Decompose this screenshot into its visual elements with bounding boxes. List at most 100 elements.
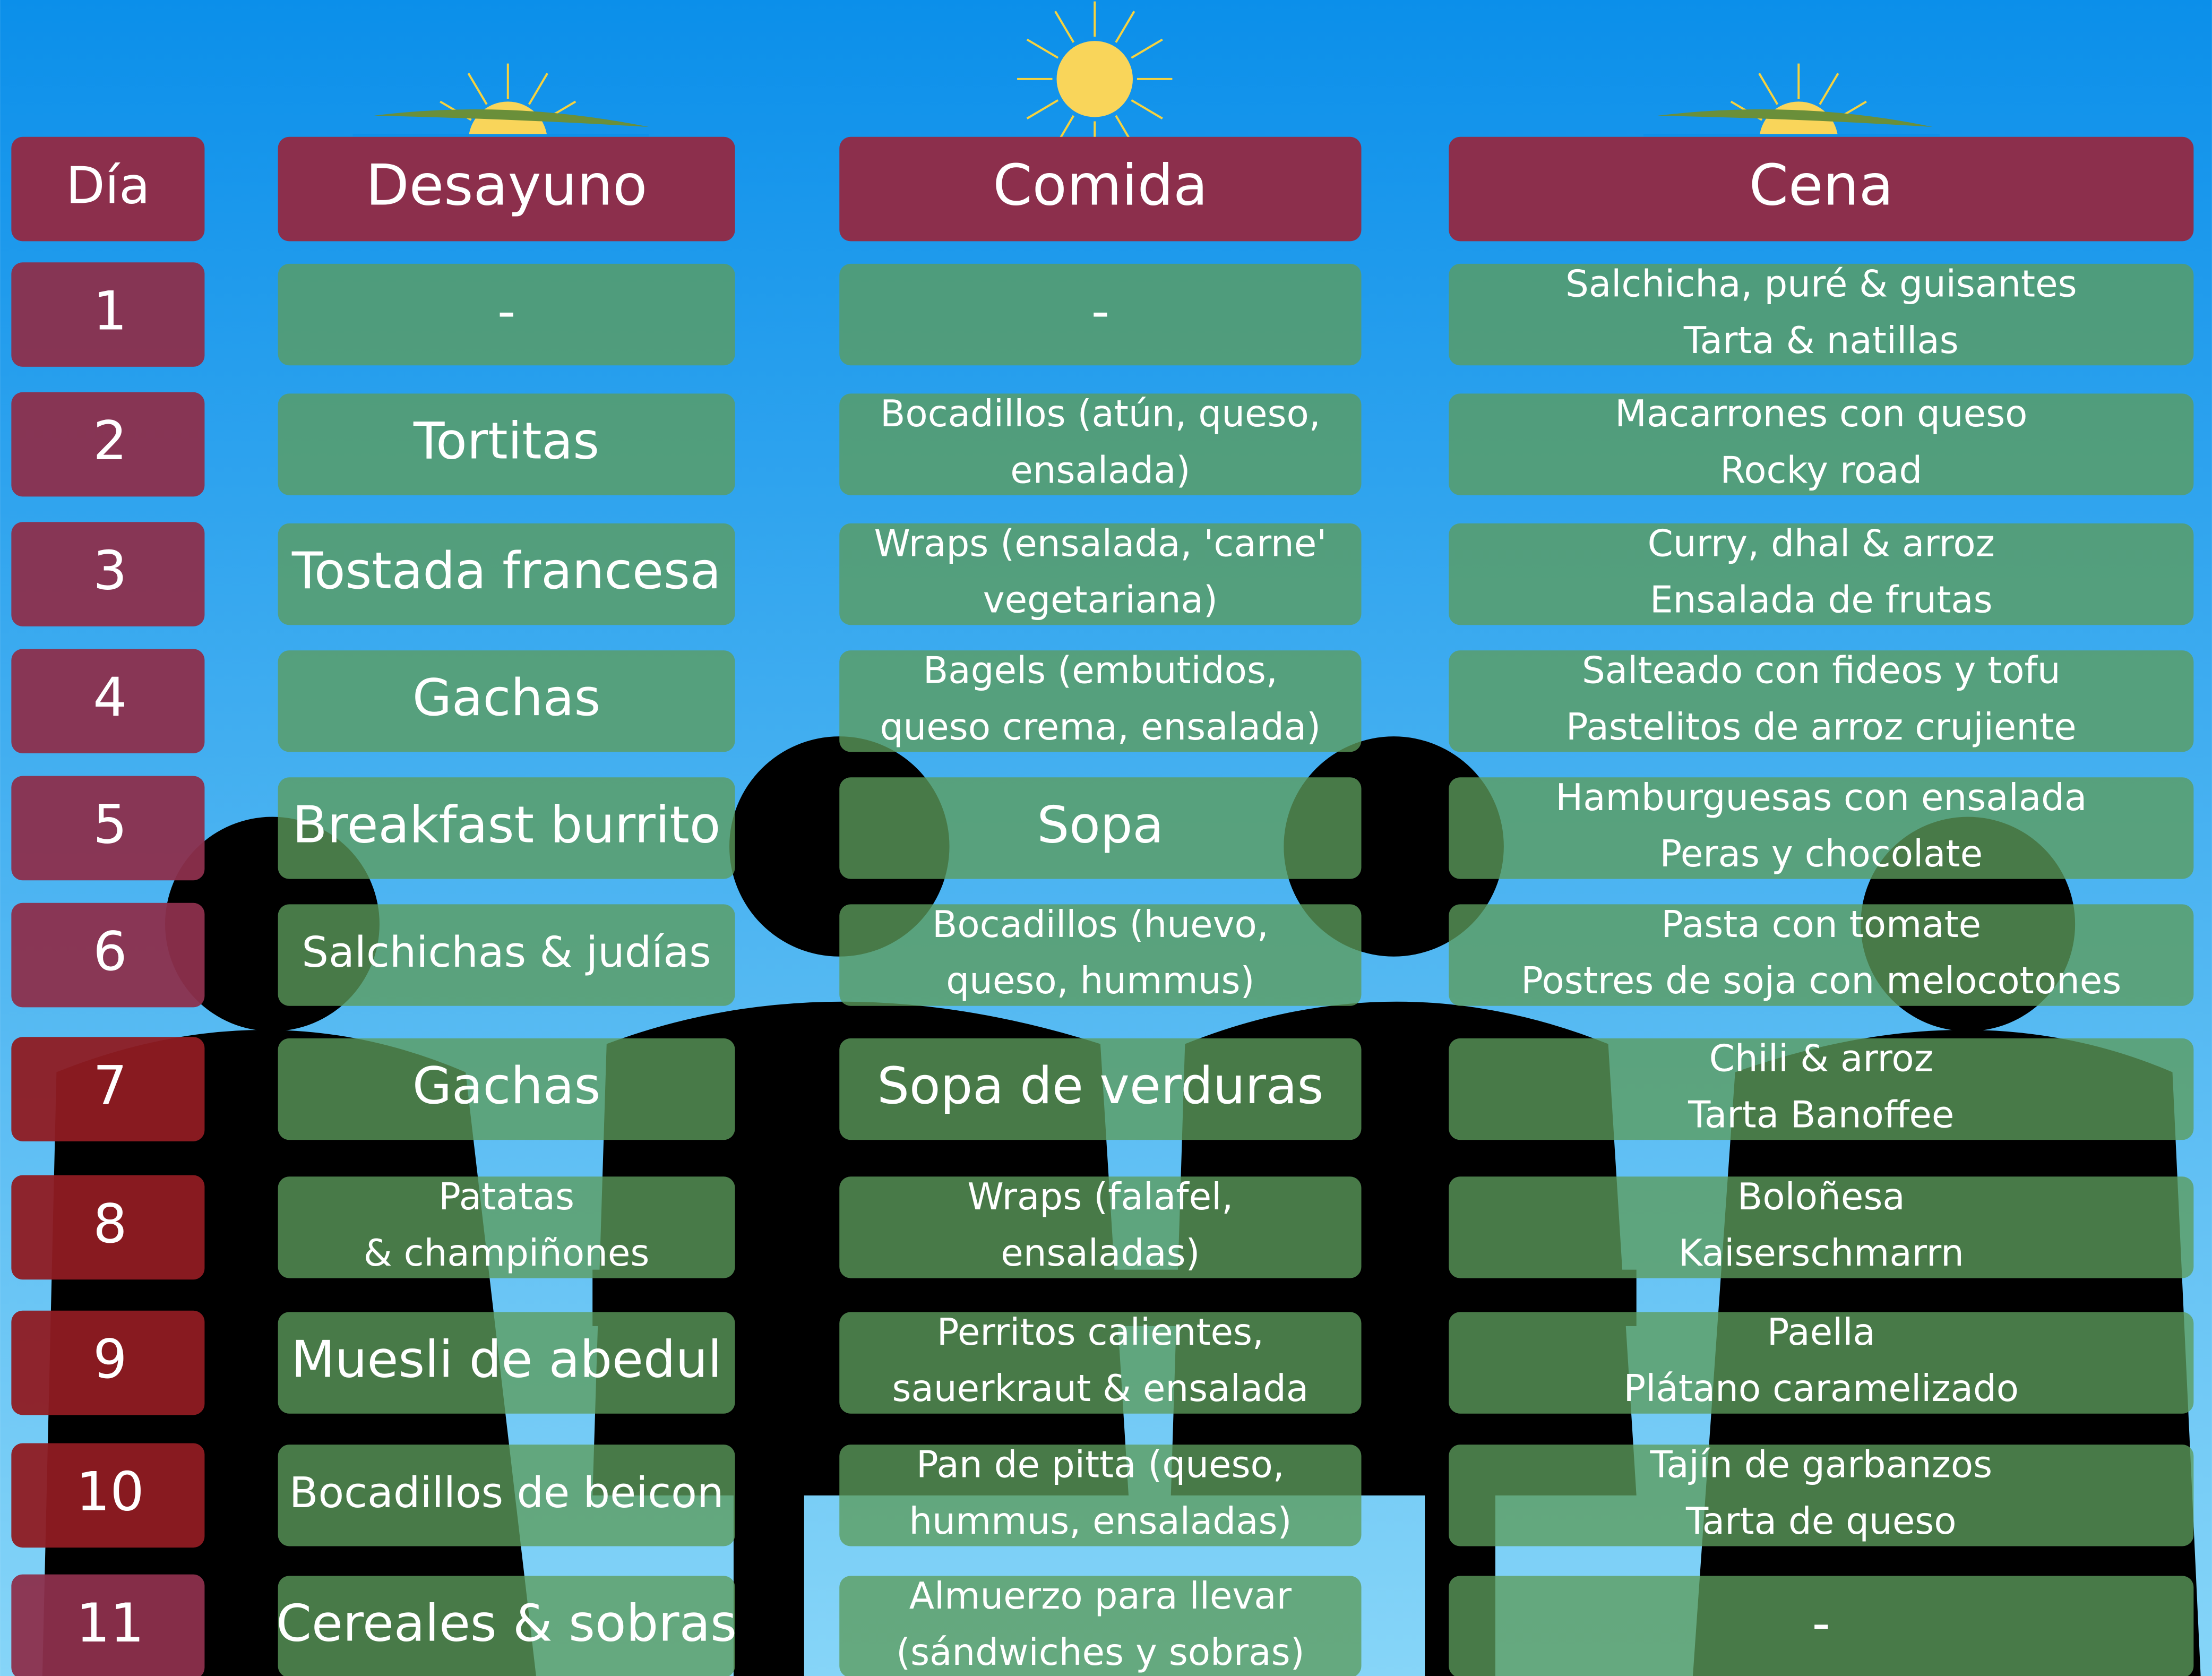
day-number: 7 <box>93 1054 127 1116</box>
day-cell <box>11 776 205 881</box>
meal-cell <box>839 263 1362 366</box>
meal-text: Bocadillos (huevo, <box>932 904 1269 946</box>
meal-text: & champiñones <box>364 1232 650 1275</box>
meal-cell <box>1449 1312 2194 1414</box>
meal-cell <box>1449 263 2194 366</box>
meal-text: Pastelitos de arroz crujiente <box>1566 706 2077 749</box>
meal-text: Almuerzo para llevar <box>909 1575 1292 1618</box>
meal-cell <box>278 1312 735 1414</box>
meal-text: Wraps (falafel, <box>967 1176 1233 1218</box>
meal-cell <box>1449 777 2194 879</box>
meal-cell <box>278 1038 735 1140</box>
meal-cell <box>839 393 1362 495</box>
meal-cell <box>278 393 735 495</box>
day-number: 11 <box>76 1592 144 1654</box>
meal-text: Paella <box>1767 1311 1875 1354</box>
day-cell <box>11 1443 205 1548</box>
meal-cell <box>839 1038 1362 1140</box>
meal-text: Wraps (ensalada, 'carne' <box>874 522 1327 565</box>
meal-text: Breakfast burrito <box>292 795 721 854</box>
meal-text: queso, hummus) <box>946 960 1254 1002</box>
meal-text: Plátano caramelizado <box>1624 1368 2019 1410</box>
day-number: 5 <box>93 793 127 856</box>
meal-cell <box>1449 393 2194 495</box>
meal-text: Kaiserschmarrn <box>1679 1232 1964 1275</box>
meal-cell <box>839 1312 1362 1414</box>
meal-text: ensalada) <box>1010 449 1190 492</box>
meal-text: (sándwiches y sobras) <box>896 1631 1304 1674</box>
day-number: 1 <box>93 279 127 342</box>
meal-text: Curry, dhal & arroz <box>1648 522 1995 565</box>
meal-text: sauerkraut & ensalada <box>892 1368 1309 1410</box>
meal-text: - <box>1812 1593 1831 1653</box>
day-number: 4 <box>93 666 127 729</box>
meal-text: Bocadillos (atún, queso, <box>880 393 1321 435</box>
meal-text: ensaladas) <box>1001 1232 1200 1275</box>
meal-cell <box>278 523 735 625</box>
header-cell <box>278 136 735 242</box>
meal-text: Tarta de queso <box>1685 1500 1957 1543</box>
meal-text: Pan de pitta (queso, <box>916 1444 1285 1486</box>
meal-cell <box>839 777 1362 879</box>
meal-text: queso crema, ensalada) <box>880 706 1321 749</box>
day-number: 3 <box>93 539 127 601</box>
meal-cell <box>1449 1176 2194 1278</box>
meal-cell <box>278 904 735 1006</box>
meal-text: Perritos calientes, <box>937 1311 1264 1354</box>
header-label: Cena <box>1749 152 1893 218</box>
meal-text: Bagels (embutidos, <box>923 650 1278 692</box>
meal-text: Tajín de garbanzos <box>1650 1444 1993 1486</box>
day-number: 6 <box>93 920 127 983</box>
meal-text: Salchicha, puré & guisantes <box>1565 263 2077 305</box>
meal-cell <box>278 263 735 366</box>
meal-text: Tarta Banoffee <box>1688 1094 1954 1137</box>
meal-text: Muesli de abedul <box>291 1329 721 1389</box>
meal-cell <box>839 1445 1362 1546</box>
meal-text: Ensalada de frutas <box>1650 579 1993 622</box>
meal-cell <box>839 904 1362 1006</box>
meal-text: Cereales & sobras <box>276 1593 737 1653</box>
day-number: 10 <box>76 1460 144 1523</box>
meal-text: - <box>1091 281 1110 341</box>
meal-text: hummus, ensaladas) <box>909 1500 1292 1543</box>
meal-cell <box>278 1445 735 1546</box>
meal-text: Sopa <box>1037 795 1164 854</box>
header-label: Desayuno <box>366 152 647 218</box>
meal-text: Chili & arroz <box>1709 1037 1933 1080</box>
meal-text: Gachas <box>412 668 600 727</box>
meal-text: Tortitas <box>413 411 599 470</box>
meal-text: Tarta & natillas <box>1683 320 1959 362</box>
day-cell <box>11 649 205 754</box>
meal-cell <box>1449 1445 2194 1546</box>
header-label: Comida <box>993 152 1208 218</box>
meal-text: Pasta con tomate <box>1661 904 1981 946</box>
meal-text: Salchichas & judías <box>302 927 711 977</box>
meal-text: Rocky road <box>1720 449 1922 492</box>
meal-text: vegetariana) <box>983 579 1218 622</box>
meal-text: Patatas <box>438 1176 574 1218</box>
meal-text: Bocadillos de beicon <box>289 1468 724 1517</box>
day-cell <box>11 1175 205 1280</box>
meal-cell <box>839 650 1362 752</box>
meal-cell <box>278 650 735 752</box>
meal-cell <box>1449 1038 2194 1140</box>
day-cell <box>11 262 205 367</box>
day-number: 2 <box>93 409 127 472</box>
meal-text: Hamburguesas con ensalada <box>1555 777 2087 819</box>
meal-text: Gachas <box>412 1056 600 1115</box>
day-cell <box>11 903 205 1008</box>
day-cell <box>11 1037 205 1141</box>
meal-cell <box>1449 523 2194 625</box>
meal-cell <box>278 1176 735 1278</box>
meal-cell <box>839 1576 1362 1676</box>
meal-cell <box>839 523 1362 625</box>
meal-cell <box>1449 904 2194 1006</box>
meal-text: Salteado con fideos y tofu <box>1582 650 2061 692</box>
day-number: 9 <box>93 1328 127 1390</box>
meal-cell <box>839 1176 1362 1278</box>
header-cell <box>839 136 1362 242</box>
sun <box>1016 0 1174 158</box>
day-number: 8 <box>93 1192 127 1255</box>
